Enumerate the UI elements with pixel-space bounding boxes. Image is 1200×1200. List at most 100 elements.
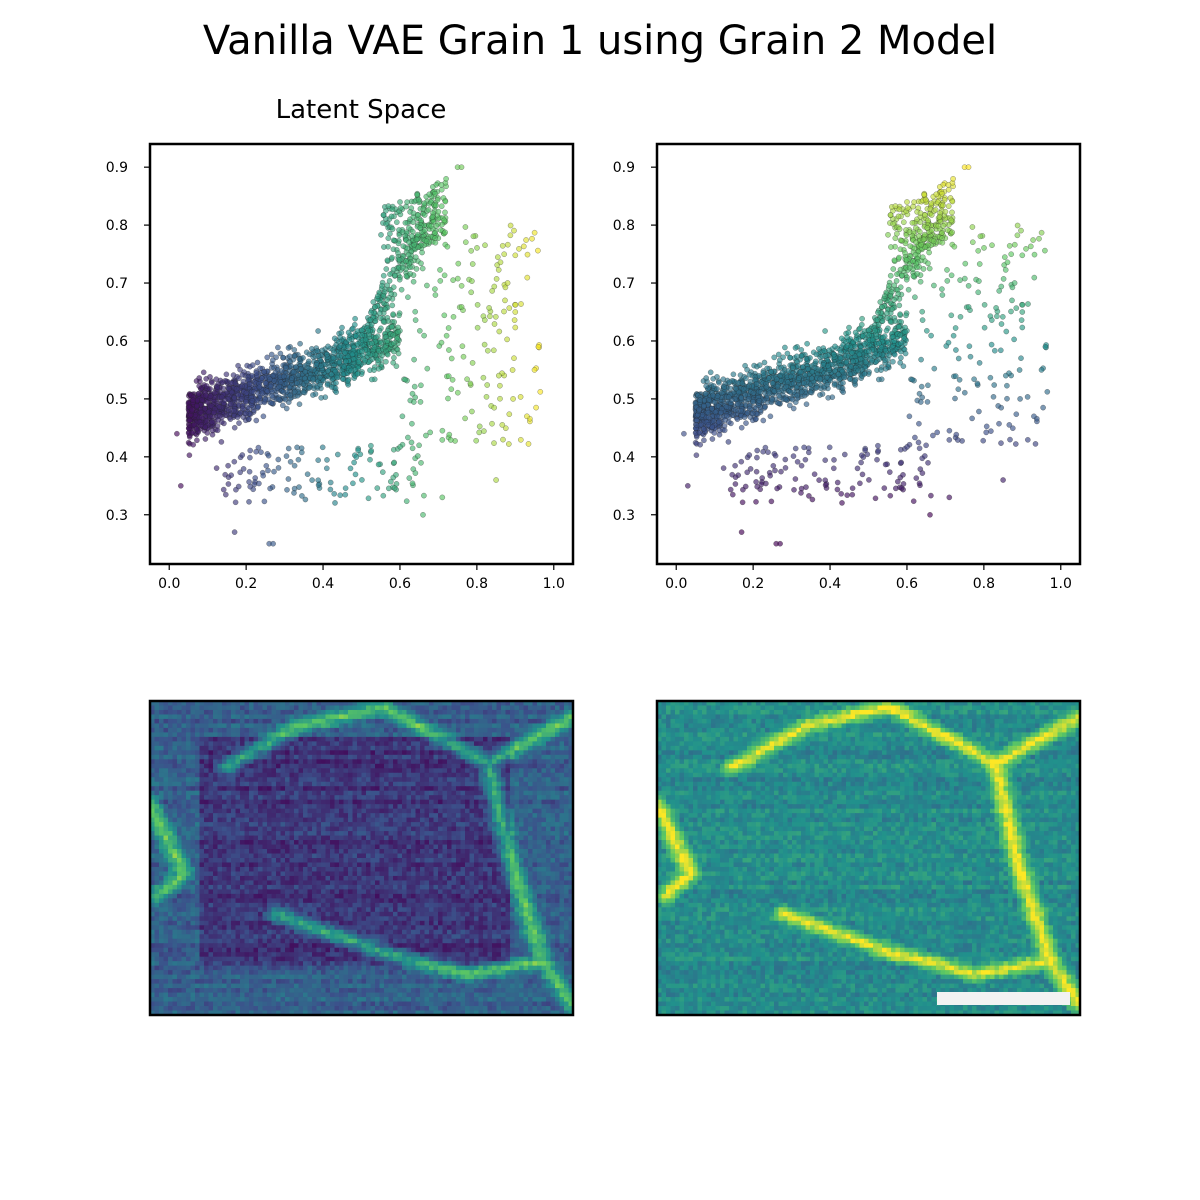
scatter-point xyxy=(256,480,262,487)
heatmap-cell xyxy=(451,714,457,720)
scatter-point xyxy=(693,422,700,428)
heatmap-cell xyxy=(541,709,547,716)
heatmap-cell xyxy=(330,701,336,707)
scatter-point xyxy=(925,260,931,267)
scatter-point xyxy=(262,396,269,403)
scatter-point xyxy=(253,448,259,455)
scatter-point xyxy=(998,440,1004,446)
heatmap-cell xyxy=(222,718,228,725)
heatmap-cell xyxy=(397,723,403,729)
scatter-point xyxy=(390,266,397,273)
scatter-point xyxy=(983,429,989,436)
heatmap-cell xyxy=(330,714,336,720)
heatmap-cell xyxy=(316,723,322,729)
heatmap-cell xyxy=(316,705,322,711)
heatmap-cell xyxy=(451,701,457,707)
scatter-point xyxy=(406,225,412,231)
scatter-point xyxy=(409,233,415,239)
heatmap-cell xyxy=(321,723,327,729)
scatter-point xyxy=(896,302,903,309)
x-tick-label: 1.0 xyxy=(543,576,565,592)
heatmap-cell xyxy=(181,705,187,711)
scatter-point xyxy=(469,408,475,415)
scatter-point xyxy=(174,430,180,437)
scatter-point xyxy=(296,484,302,490)
scatter-point xyxy=(287,392,294,399)
heatmap-cell xyxy=(226,709,232,716)
scatter-point xyxy=(772,452,779,459)
scatter-point xyxy=(383,358,389,365)
scatter-point xyxy=(445,395,451,402)
heatmap-cell xyxy=(492,705,498,711)
scatter-point xyxy=(469,360,476,366)
heatmap-cell xyxy=(478,714,484,720)
scatter-point xyxy=(418,382,424,389)
scatter-point xyxy=(707,369,714,376)
scatter-point xyxy=(199,397,205,403)
heatmap-cell xyxy=(402,714,408,720)
scatter-point xyxy=(289,375,295,381)
scatter-point xyxy=(423,432,429,439)
scatter-point xyxy=(1018,227,1024,234)
heatmap-cell xyxy=(384,727,390,733)
heatmap-cell xyxy=(177,723,183,729)
heatmap-cell xyxy=(312,705,318,711)
scatter-point xyxy=(742,392,748,398)
heatmap-cell xyxy=(510,714,516,720)
scatter-point xyxy=(892,318,898,324)
heatmap-cell xyxy=(168,709,174,716)
heatmap-cell xyxy=(150,705,156,711)
scatter-point xyxy=(925,382,931,389)
heatmap-cell xyxy=(150,723,156,729)
scatter-point xyxy=(952,325,959,331)
heatmap-cell xyxy=(361,723,367,729)
latent-scatter-left: 0.0 0.2 0.4 0.6 0.8 1.00.30.40.50.60.70.80.9 xyxy=(106,142,575,592)
heatmap-cell xyxy=(528,723,534,729)
heatmap-cell xyxy=(469,727,475,733)
heatmap-cell xyxy=(564,709,570,716)
scatter-point xyxy=(247,447,253,454)
heatmap-cell xyxy=(537,727,543,733)
scatter-point xyxy=(239,405,246,412)
scatter-point xyxy=(213,376,220,382)
scatter-point xyxy=(207,393,214,399)
scatter-point xyxy=(766,375,772,381)
scatter-point xyxy=(1030,237,1036,243)
heatmap-cell xyxy=(177,709,183,716)
heatmap-cell xyxy=(469,701,475,707)
scatter-point xyxy=(753,416,759,422)
heatmap-cell xyxy=(249,705,255,711)
scatter-point xyxy=(909,376,916,383)
scatter-point xyxy=(368,442,374,449)
scatter-point xyxy=(218,439,225,445)
scatter-point xyxy=(894,271,900,277)
heatmap-cell xyxy=(262,732,268,738)
scatter-point xyxy=(800,364,806,370)
scatter-point xyxy=(939,190,945,197)
heatmap-cell xyxy=(388,709,394,716)
heatmap-cell xyxy=(186,723,192,729)
scatter-point xyxy=(852,329,859,336)
heatmap-cell xyxy=(555,709,561,716)
heatmap-cell xyxy=(379,727,385,733)
scatter-point xyxy=(455,275,461,282)
heatmap-cell xyxy=(294,701,300,707)
scatter-point xyxy=(338,329,345,336)
scatter-point xyxy=(190,441,196,448)
scatter-point xyxy=(468,248,474,254)
heatmap-cell xyxy=(204,709,210,716)
scatter-point xyxy=(421,332,427,339)
scatter-point xyxy=(906,413,913,420)
heatmap-cell xyxy=(465,727,471,733)
heatmap-cell xyxy=(384,705,390,711)
scatter-point xyxy=(336,359,343,365)
heatmap-cell xyxy=(294,705,300,711)
scatter-point xyxy=(1017,396,1023,402)
heatmap-cell xyxy=(262,727,268,733)
heatmap-cell xyxy=(537,714,543,720)
scatter-point xyxy=(876,340,882,347)
heatmap-cell xyxy=(496,701,502,707)
scatter-point xyxy=(213,465,220,471)
heatmap-cell xyxy=(402,709,408,716)
heatmap-cell xyxy=(411,705,417,711)
